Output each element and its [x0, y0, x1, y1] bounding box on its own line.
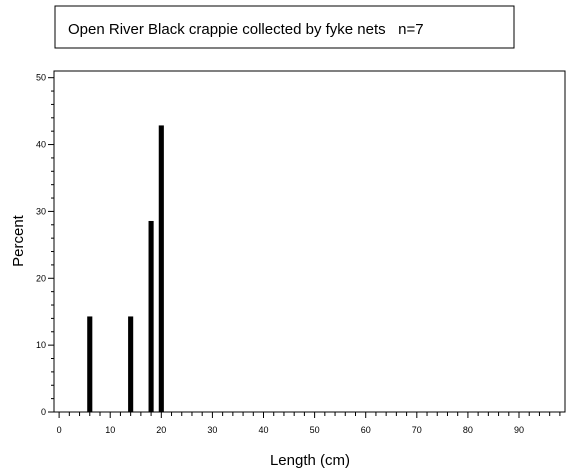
y-tick-label: 40: [36, 140, 46, 150]
x-tick-label: 80: [463, 425, 473, 435]
bar-series: [87, 125, 164, 413]
y-tick-label: 0: [41, 407, 46, 417]
y-tick-label: 20: [36, 273, 46, 283]
x-tick-label: 70: [412, 425, 422, 435]
bar: [87, 316, 93, 412]
x-tick-label: 40: [259, 425, 269, 435]
bar: [128, 316, 134, 412]
bar: [148, 220, 154, 412]
x-axis-ticks: 0 10 20 30 40 50 60 70 80 90: [57, 412, 561, 435]
x-tick-label: 20: [156, 425, 166, 435]
x-tick-label: 60: [361, 425, 371, 435]
x-tick-label: 50: [310, 425, 320, 435]
y-axis-label: Percent: [10, 214, 27, 267]
bar: [158, 125, 164, 413]
chart-title: Open River Black crappie collected by fy…: [68, 21, 424, 38]
title-box: [54, 5, 515, 49]
x-tick-label: 30: [207, 425, 217, 435]
y-tick-label: 10: [36, 340, 46, 350]
x-tick-label: 10: [105, 425, 115, 435]
y-tick-label: 30: [36, 206, 46, 216]
x-tick-label: 0: [57, 425, 62, 435]
plot-frame: [53, 70, 566, 413]
y-axis-ticks: 0 10 20 30 40 50: [36, 73, 54, 417]
x-axis-label: Length (cm): [270, 452, 350, 469]
x-tick-label: 90: [514, 425, 524, 435]
y-tick-label: 50: [36, 73, 46, 83]
